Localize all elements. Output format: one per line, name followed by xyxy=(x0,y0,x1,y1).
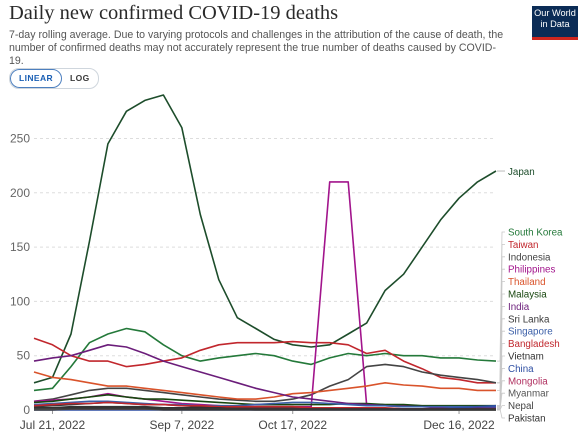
series-line-japan xyxy=(33,94,497,384)
legend-label-nepal: Nepal xyxy=(508,401,534,412)
series-line-taiwan xyxy=(33,337,496,384)
scale-toggle[interactable]: LINEAR LOG xyxy=(9,68,99,89)
log-scale-button[interactable]: LOG xyxy=(70,73,90,83)
linear-scale-button[interactable]: LINEAR xyxy=(10,69,63,88)
legend-label-vietnam: Vietnam xyxy=(508,352,544,363)
legend-label-philippines: Philippines xyxy=(508,265,555,276)
y-tick-label: 200 xyxy=(10,186,30,200)
legend-label-indonesia: Indonesia xyxy=(508,252,551,263)
legend-label-japan: Japan xyxy=(508,167,535,178)
series-line-singapore xyxy=(33,400,496,408)
legend-label-bangladesh: Bangladesh xyxy=(508,339,560,350)
logo-line-1: Our World xyxy=(534,8,576,18)
legend-connector xyxy=(497,408,505,419)
legend-label-china: China xyxy=(508,364,534,375)
logo-line-2: in Data xyxy=(540,18,570,29)
y-tick-label: 50 xyxy=(17,349,31,363)
series-line-indonesia xyxy=(33,363,497,403)
legend-label-singapore: Singapore xyxy=(508,327,553,338)
series-line-thailand xyxy=(33,371,496,400)
series-line-pakistan xyxy=(34,406,496,410)
page-title: Daily new confirmed COVID-19 deaths xyxy=(9,2,339,24)
x-tick-label: Dec 16, 2022 xyxy=(423,418,495,432)
y-tick-label: 0 xyxy=(23,403,30,417)
series-line-south-korea xyxy=(33,327,497,392)
legend-label-myanmar: Myanmar xyxy=(508,389,550,400)
legend-label-sri-lanka: Sri Lanka xyxy=(508,314,550,325)
x-tick-label: Oct 17, 2022 xyxy=(258,418,327,432)
logo-accent-bar xyxy=(532,37,578,40)
legend-label-malaysia: Malaysia xyxy=(508,290,547,301)
y-tick-label: 150 xyxy=(10,240,30,254)
legend-label-thailand: Thailand xyxy=(508,277,546,288)
y-tick-label: 250 xyxy=(10,131,30,145)
legend-label-pakistan: Pakistan xyxy=(508,414,546,425)
legend-label-mongolia: Mongolia xyxy=(508,376,548,387)
y-tick-label: 100 xyxy=(10,294,30,308)
legend-connector xyxy=(497,367,505,407)
legend-connector xyxy=(497,405,505,411)
legend-label-taiwan: Taiwan xyxy=(508,240,539,251)
x-tick-label: Sep 7, 2022 xyxy=(149,418,214,432)
legend-label-south-korea: South Korea xyxy=(508,228,563,239)
series-line-philippines xyxy=(33,181,496,409)
legend-label-india: India xyxy=(508,302,530,313)
series-line-nepal xyxy=(34,408,496,411)
chart-subtitle: 7-day rolling average. Due to varying pr… xyxy=(9,29,504,67)
owid-logo[interactable]: Our World in Data xyxy=(532,6,578,40)
x-tick-label: Jul 21, 2022 xyxy=(20,418,86,432)
